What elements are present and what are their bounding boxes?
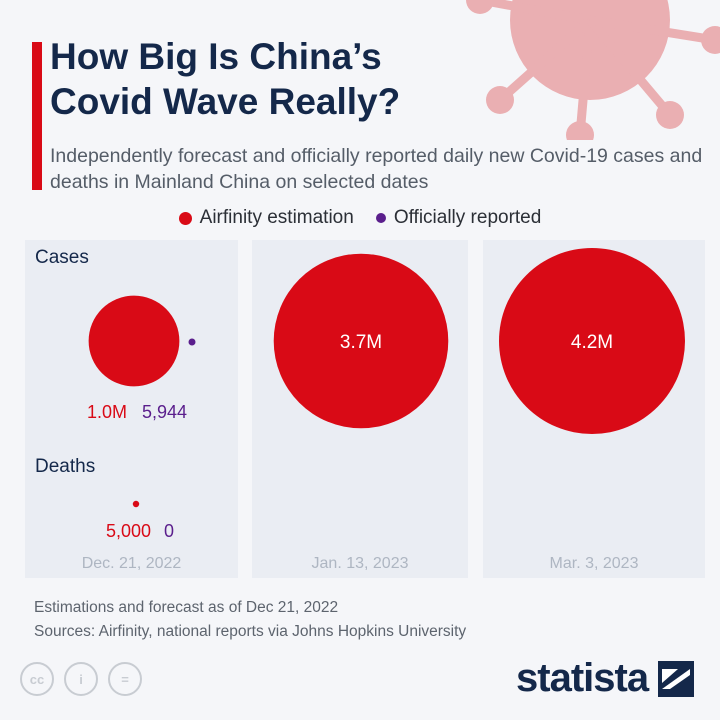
bubble-official-cases xyxy=(188,338,196,346)
legend-label: Airfinity estimation xyxy=(199,207,354,228)
bubble-estimate-deaths xyxy=(132,500,140,508)
date-label: Mar. 3, 2023 xyxy=(549,555,639,572)
accent-bar xyxy=(32,42,42,190)
legend: Airfinity estimation Officially reported xyxy=(0,207,720,229)
nd-icon[interactable]: = xyxy=(108,662,142,696)
note-text: Estimations and forecast as of Dec 21, 2… xyxy=(34,599,339,616)
legend-item-official: Officially reported xyxy=(375,207,542,229)
estimate-deaths-label: 5,000 xyxy=(106,521,151,541)
cases-label: Cases xyxy=(35,247,89,268)
by-icon[interactable]: i xyxy=(64,662,98,696)
subtitle: Independently forecast and officially re… xyxy=(50,145,703,193)
bubble-value-label: 3.7M xyxy=(340,332,382,353)
legend-dot-purple xyxy=(375,213,386,223)
sources-text: Sources: Airfinity, national reports via… xyxy=(34,623,467,640)
date-label: Jan. 13, 2023 xyxy=(311,555,409,572)
legend-label: Officially reported xyxy=(393,207,542,228)
statista-logo[interactable]: statista xyxy=(516,656,695,701)
date-label: Dec. 21, 2022 xyxy=(81,555,182,572)
bubble-estimate-cases xyxy=(499,248,685,434)
bubble-estimate-cases xyxy=(88,295,180,387)
legend-dot-red xyxy=(178,211,192,225)
legend-item-airfinity: Airfinity estimation xyxy=(178,207,354,229)
deaths-label: Deaths xyxy=(35,456,96,477)
license-icons[interactable]: cc i = xyxy=(20,662,142,696)
logo-text: statista xyxy=(516,656,649,700)
official-deaths-label: 0 xyxy=(164,521,174,541)
official-cases-label: 5,944 xyxy=(142,402,187,422)
virus-decoration-icon xyxy=(466,0,720,140)
bubble-chart: 3.7M 4.2M 1.0M 5,944 5,000 0 xyxy=(87,248,685,541)
statista-logo-icon xyxy=(658,660,695,697)
footnote: Estimations and forecast as of Dec 21, 2… xyxy=(34,596,466,644)
cc-icon[interactable]: cc xyxy=(20,662,54,696)
page-title: How Big Is China’s Covid Wave Really? xyxy=(50,36,401,122)
bubble-estimate-cases xyxy=(273,253,449,429)
bubble-value-label: 4.2M xyxy=(571,332,613,353)
estimate-cases-label: 1.0M xyxy=(87,402,127,422)
